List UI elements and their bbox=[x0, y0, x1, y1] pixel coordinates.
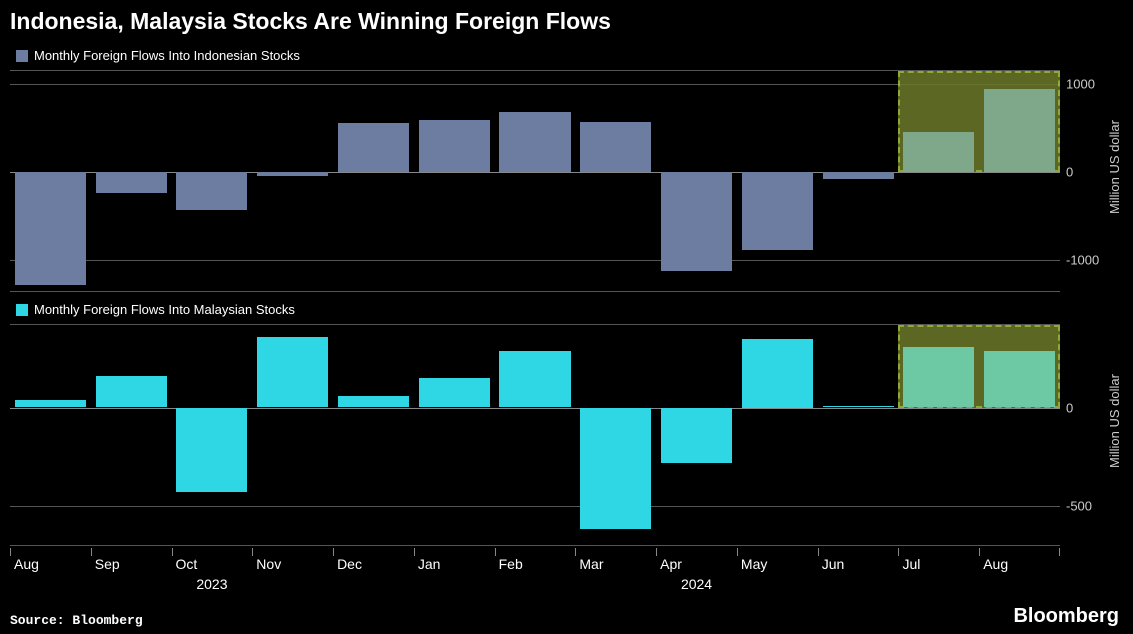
bar bbox=[742, 172, 813, 249]
y-tick-label: 0 bbox=[1066, 400, 1073, 415]
x-tick bbox=[172, 548, 173, 556]
bar bbox=[580, 408, 651, 530]
bar bbox=[823, 172, 894, 179]
bar bbox=[661, 408, 732, 463]
y-tick-label: 0 bbox=[1066, 165, 1073, 180]
bar bbox=[257, 337, 328, 408]
x-tick-label: Apr bbox=[660, 556, 682, 572]
bar bbox=[580, 122, 651, 172]
bar bbox=[499, 351, 570, 408]
x-year-label: 2024 bbox=[681, 576, 712, 592]
bar bbox=[903, 347, 974, 408]
panel-malaysia: Monthly Foreign Flows Into Malaysian Sto… bbox=[10, 296, 1060, 546]
gridline bbox=[10, 506, 1060, 507]
y-axis-label-indonesia: Million US dollar bbox=[1107, 120, 1122, 214]
x-tick bbox=[575, 548, 576, 556]
x-tick bbox=[898, 548, 899, 556]
legend-indonesia: Monthly Foreign Flows Into Indonesian St… bbox=[16, 48, 300, 63]
bar bbox=[15, 172, 86, 285]
x-tick bbox=[252, 548, 253, 556]
x-year-label: 2023 bbox=[196, 576, 227, 592]
x-tick bbox=[818, 548, 819, 556]
bar bbox=[499, 112, 570, 172]
x-tick-label: May bbox=[741, 556, 767, 572]
x-tick bbox=[414, 548, 415, 556]
x-tick-label: Mar bbox=[579, 556, 603, 572]
gridline bbox=[10, 260, 1060, 261]
brand-logo: Bloomberg bbox=[1013, 605, 1119, 628]
legend-swatch-malaysia bbox=[16, 304, 28, 316]
plot-indonesia: 10000-1000 bbox=[10, 70, 1060, 292]
x-tick bbox=[333, 548, 334, 556]
x-tick bbox=[1059, 548, 1060, 556]
x-tick bbox=[656, 548, 657, 556]
bar bbox=[661, 172, 732, 271]
legend-swatch-indonesia bbox=[16, 50, 28, 62]
bar bbox=[176, 408, 247, 492]
bar bbox=[903, 132, 974, 172]
x-tick-label: Sep bbox=[95, 556, 120, 572]
panel-indonesia: Monthly Foreign Flows Into Indonesian St… bbox=[10, 42, 1060, 292]
bar bbox=[419, 378, 490, 407]
bar bbox=[419, 120, 490, 172]
gridline bbox=[10, 172, 1060, 173]
y-axis-label-malaysia: Million US dollar bbox=[1107, 374, 1122, 468]
bar bbox=[257, 172, 328, 176]
x-tick bbox=[979, 548, 980, 556]
x-tick-label: Jul bbox=[902, 556, 920, 572]
legend-label-malaysia: Monthly Foreign Flows Into Malaysian Sto… bbox=[34, 302, 295, 317]
bar bbox=[338, 123, 409, 172]
x-tick-label: Feb bbox=[499, 556, 523, 572]
x-tick-label: Nov bbox=[256, 556, 281, 572]
legend-malaysia: Monthly Foreign Flows Into Malaysian Sto… bbox=[16, 302, 295, 317]
legend-label-indonesia: Monthly Foreign Flows Into Indonesian St… bbox=[34, 48, 300, 63]
bar bbox=[96, 376, 167, 407]
y-tick-label: -1000 bbox=[1066, 253, 1099, 268]
bar bbox=[984, 351, 1055, 408]
x-tick bbox=[495, 548, 496, 556]
bar bbox=[176, 172, 247, 210]
x-axis: Aug Sep Oct Nov Dec Jan Feb Mar Apr May Jun Jul Aug 2… bbox=[10, 548, 1060, 598]
bar bbox=[15, 400, 86, 408]
x-tick-label: Aug bbox=[14, 556, 39, 572]
x-tick bbox=[10, 548, 11, 556]
bar bbox=[823, 406, 894, 408]
bar bbox=[96, 172, 167, 193]
x-tick-label: Jan bbox=[418, 556, 441, 572]
x-tick-label: Aug bbox=[983, 556, 1008, 572]
gridline bbox=[10, 408, 1060, 409]
x-tick-label: Jun bbox=[822, 556, 845, 572]
x-tick bbox=[737, 548, 738, 556]
y-tick-label: -500 bbox=[1066, 498, 1092, 513]
source-attribution: Source: Bloomberg bbox=[10, 613, 143, 628]
plot-malaysia: 0-500 bbox=[10, 324, 1060, 546]
x-tick-label: Dec bbox=[337, 556, 362, 572]
bar bbox=[984, 89, 1055, 173]
bar bbox=[338, 396, 409, 408]
y-tick-label: 1000 bbox=[1066, 77, 1095, 92]
x-tick bbox=[91, 548, 92, 556]
chart-title: Indonesia, Malaysia Stocks Are Winning F… bbox=[10, 8, 611, 35]
x-tick-label: Oct bbox=[176, 556, 198, 572]
bar bbox=[742, 339, 813, 408]
